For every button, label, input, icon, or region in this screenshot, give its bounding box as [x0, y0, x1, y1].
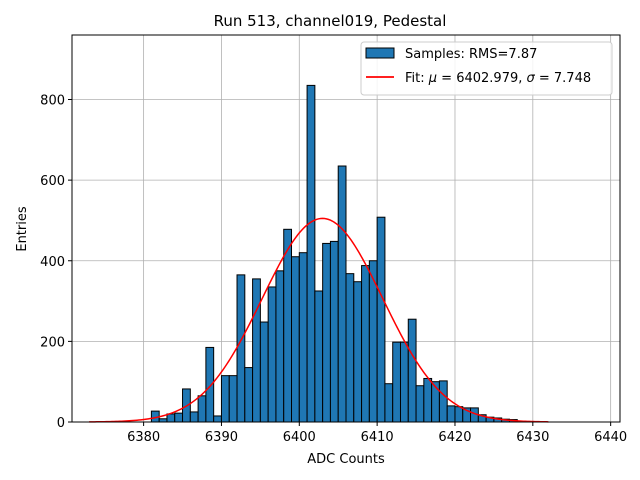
x-tick-label: 6390 [205, 430, 238, 445]
legend-fit-label: Fit: μ = 6402.979, σ = 7.748 [405, 71, 591, 86]
histogram-bar [322, 242, 331, 423]
y-tick-label: 400 [40, 255, 65, 270]
y-axis-label: Entries [15, 206, 30, 252]
chart-title: Run 513, channel019, Pedestal [214, 12, 447, 30]
histogram-bar [259, 321, 269, 423]
y-axis-ticks: 0 200 400 600 800 [40, 94, 72, 431]
histogram-bars [150, 84, 526, 423]
histogram-bar [189, 411, 199, 423]
x-tick-label: 6400 [283, 430, 316, 445]
histogram-bar [353, 281, 363, 423]
histogram-bar [423, 377, 433, 423]
histogram-bar [446, 405, 456, 423]
y-tick-label: 800 [40, 94, 65, 109]
legend-histogram-label: Samples: RMS=7.87 [405, 47, 537, 62]
histogram-bar [275, 270, 285, 423]
histogram-bar [298, 252, 308, 423]
histogram-bar [399, 341, 409, 423]
histogram-bar [213, 415, 222, 423]
histogram-bar [376, 216, 386, 423]
histogram-bar [197, 395, 207, 423]
x-tick-label: 6420 [438, 430, 471, 445]
x-tick-label: 6430 [516, 430, 549, 445]
y-tick-label: 0 [57, 416, 65, 431]
x-axis-ticks: 6380 6390 6400 6410 6420 6430 6440 [127, 422, 627, 445]
histogram-bar [306, 84, 316, 423]
y-tick-label: 600 [40, 174, 65, 189]
histogram-bar [174, 412, 184, 423]
histogram-bar [220, 375, 230, 423]
histogram-bar [166, 413, 176, 423]
histogram-bar [314, 290, 324, 423]
x-tick-label: 6440 [594, 430, 627, 445]
legend-box [360, 41, 613, 96]
histogram-bar [236, 274, 246, 423]
histogram-bar [267, 286, 277, 423]
y-tick-label: 200 [40, 335, 65, 350]
histogram-bar [283, 228, 293, 423]
histogram-bar [361, 265, 370, 423]
histogram-bar [454, 406, 464, 423]
histogram-bar [438, 380, 448, 423]
histogram-bar [329, 240, 339, 423]
histogram-bar [205, 346, 215, 423]
histogram-bar [392, 341, 401, 423]
plot-frame [71, 34, 621, 423]
histogram-bar [345, 273, 355, 423]
histogram-bar [252, 278, 261, 423]
x-tick-label: 6410 [361, 430, 394, 445]
histogram-bar [407, 318, 417, 423]
histogram-bar [228, 375, 238, 423]
x-tick-label: 6380 [127, 430, 160, 445]
fit-curve [89, 217, 549, 423]
legend-histogram-swatch [365, 47, 395, 59]
histogram-bar [244, 367, 254, 423]
histogram-bar [337, 165, 347, 423]
histogram-bar [415, 385, 425, 423]
x-axis-label: ADC Counts [307, 452, 385, 467]
histogram-bar [291, 256, 300, 423]
legend: Samples: RMS=7.87 Fit: μ = 6402.979, σ =… [360, 41, 613, 96]
histogram-bar [384, 383, 394, 423]
